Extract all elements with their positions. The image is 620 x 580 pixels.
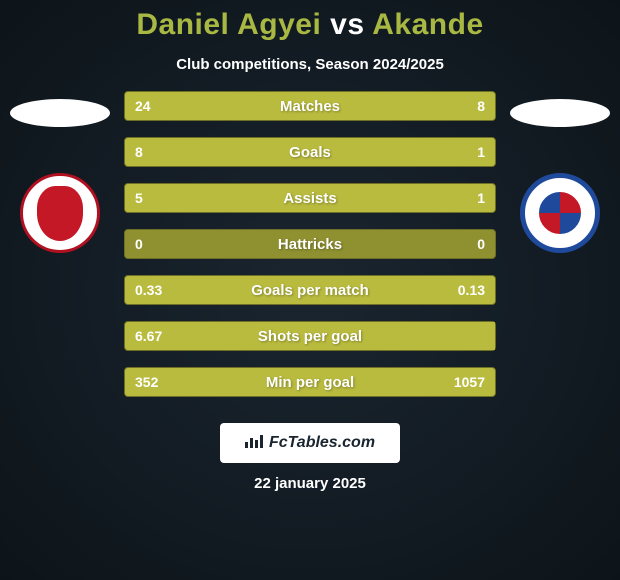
- stat-value-left: 24: [135, 98, 151, 114]
- comparison-title: Daniel Agyei vs Akande: [0, 0, 620, 42]
- footer-date: 22 january 2025: [0, 475, 620, 492]
- bar-fill-right: [454, 138, 495, 166]
- subtitle: Club competitions, Season 2024/2025: [0, 56, 620, 73]
- main-content: 24 Matches 8 8 Goals 1 5 Assists 1 0 Hattricks 0 0.3…: [0, 91, 620, 413]
- player2-name: Akande: [372, 8, 483, 41]
- stat-label: Matches: [280, 98, 340, 115]
- stat-value-left: 0.33: [135, 282, 162, 298]
- right-side: [500, 91, 620, 253]
- vs-text: vs: [330, 8, 364, 41]
- stat-bar: 24 Matches 8: [124, 91, 496, 121]
- chart-icon: [245, 434, 263, 453]
- stat-value-right: 1057: [454, 374, 485, 390]
- player1-name: Daniel Agyei: [136, 8, 321, 41]
- stat-bar: 0.33 Goals per match 0.13: [124, 275, 496, 305]
- stat-value-right: 8: [477, 98, 485, 114]
- brand-logo[interactable]: FcTables.com: [220, 423, 400, 463]
- brand-text: FcTables.com: [269, 434, 375, 452]
- stat-bar: 352 Min per goal 1057: [124, 367, 496, 397]
- stat-value-left: 6.67: [135, 328, 162, 344]
- stat-value-right: 0.13: [458, 282, 485, 298]
- stat-value-left: 8: [135, 144, 143, 160]
- stat-label: Goals: [289, 144, 331, 161]
- stat-label: Shots per goal: [258, 328, 362, 345]
- stat-value-right: 1: [477, 190, 485, 206]
- player1-photo-placeholder: [10, 99, 110, 127]
- club-badge-left: [20, 173, 100, 253]
- stat-value-left: 352: [135, 374, 158, 390]
- stat-value-right: 0: [477, 236, 485, 252]
- stat-label: Assists: [283, 190, 336, 207]
- stat-bar: 6.67 Shots per goal: [124, 321, 496, 351]
- shield-icon: [37, 186, 83, 241]
- stat-label: Goals per match: [251, 282, 369, 299]
- stat-bar: 5 Assists 1: [124, 183, 496, 213]
- stat-value-left: 0: [135, 236, 143, 252]
- stat-value-left: 5: [135, 190, 143, 206]
- stat-label: Hattricks: [278, 236, 342, 253]
- player2-photo-placeholder: [510, 99, 610, 127]
- left-side: [0, 91, 120, 253]
- stat-bar: 8 Goals 1: [124, 137, 496, 167]
- stat-value-right: 1: [477, 144, 485, 160]
- bar-fill-left: [125, 92, 403, 120]
- stat-bars: 24 Matches 8 8 Goals 1 5 Assists 1 0 Hattricks 0 0.3…: [120, 91, 500, 413]
- club-crest-icon: [537, 190, 583, 236]
- stat-bar: 0 Hattricks 0: [124, 229, 496, 259]
- bar-fill-right: [432, 184, 495, 212]
- bar-fill-left: [125, 184, 432, 212]
- club-badge-right: [520, 173, 600, 253]
- stat-label: Min per goal: [266, 374, 354, 391]
